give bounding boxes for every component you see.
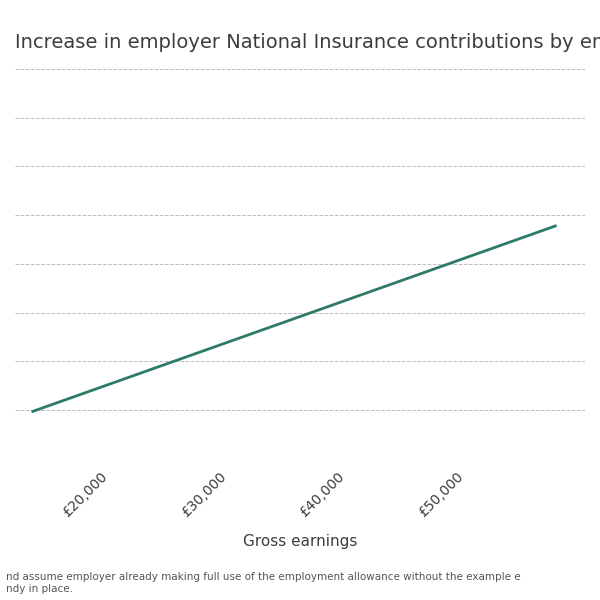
Text: nd assume employer already making full use of the employment allowance without t: nd assume employer already making full u… — [6, 572, 521, 594]
X-axis label: Gross earnings: Gross earnings — [243, 534, 357, 549]
Text: Increase in employer National Insurance contributions by employee earnings, 2025: Increase in employer National Insurance … — [15, 33, 600, 52]
